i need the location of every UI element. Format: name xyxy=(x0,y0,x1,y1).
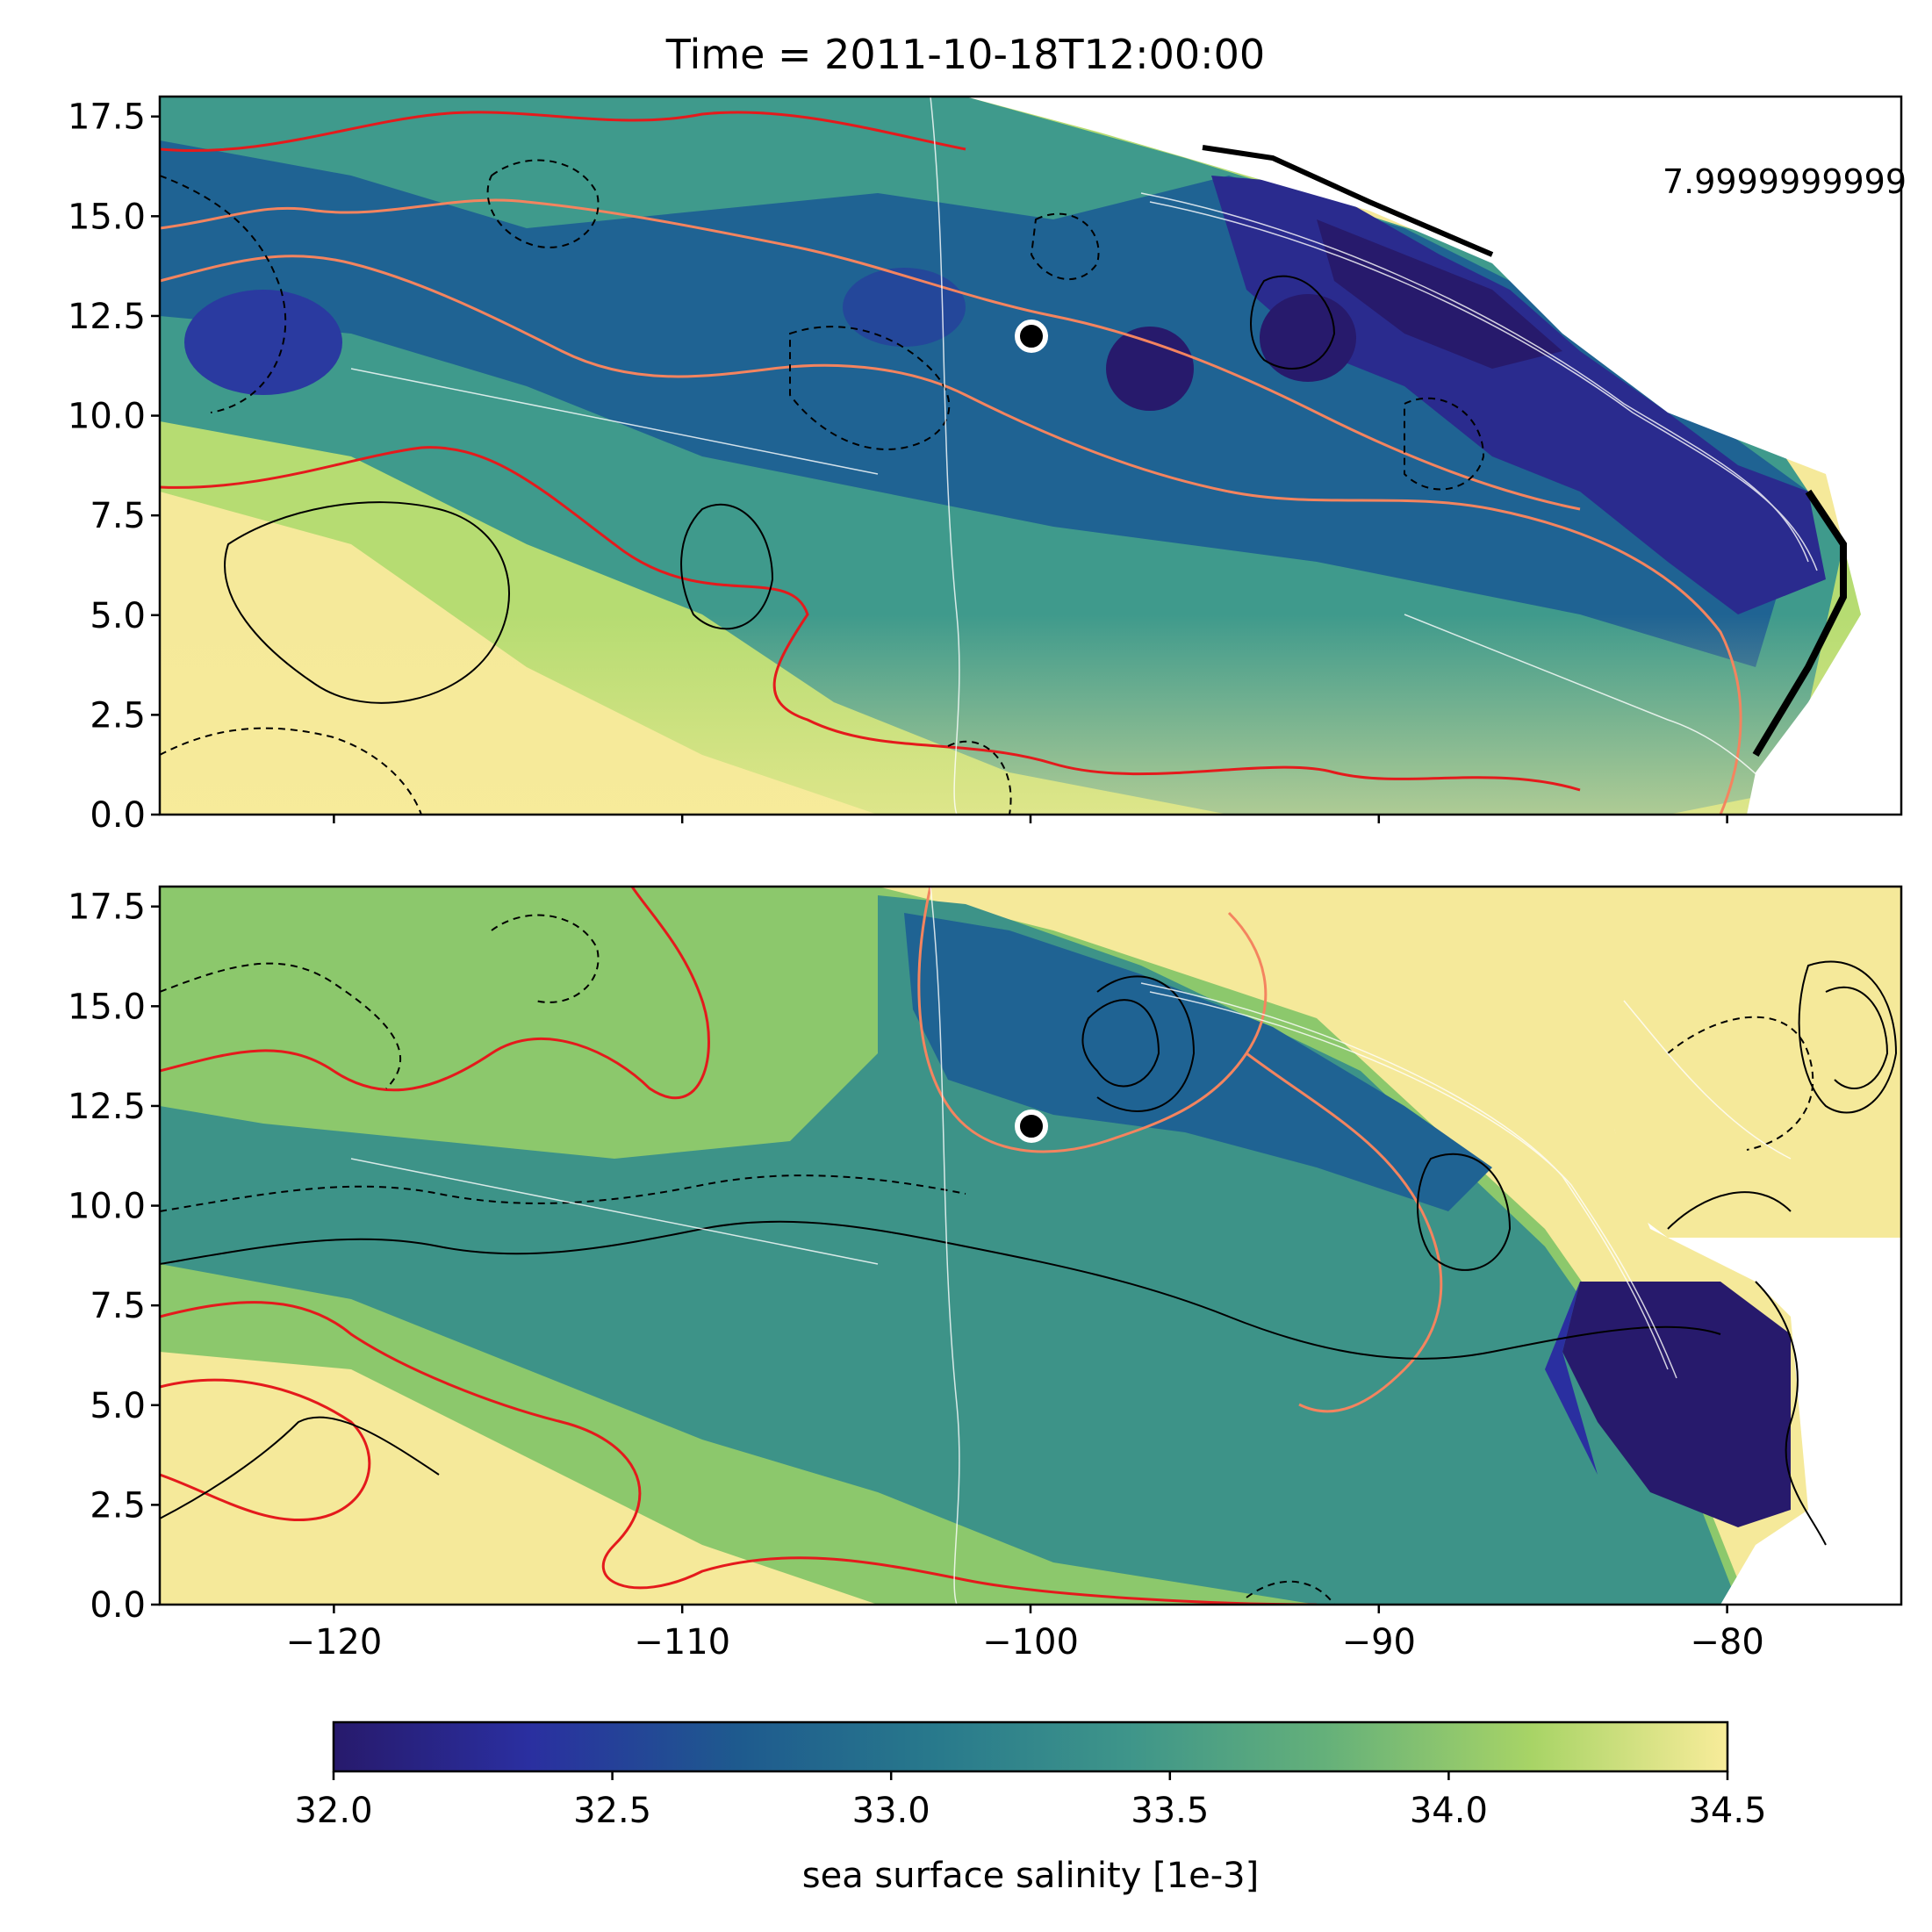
top-bathymetry xyxy=(350,97,1818,815)
top-y-tick-label: 10.0 xyxy=(68,397,146,437)
colorbar-tick-label: 33.5 xyxy=(1131,1791,1209,1831)
top-x-axis xyxy=(333,815,1728,823)
colorbar-gradient xyxy=(332,1720,1729,1773)
bottom-y-tick-label: 10.0 xyxy=(68,1187,146,1227)
top-contours xyxy=(160,111,1742,815)
top-y-tick-label: 12.5 xyxy=(68,297,146,337)
bottom-y-tick-label: 5.0 xyxy=(90,1386,146,1426)
bottom-location-marker xyxy=(1015,1110,1048,1143)
colorbar-label: sea surface salinity [1e-3] xyxy=(802,1856,1260,1896)
colorbar-tick-label: 32.0 xyxy=(294,1791,372,1831)
bottom-bathymetry xyxy=(350,887,1792,1605)
bottom-x-axis: −120 −110 −100 −90 −80 xyxy=(285,1605,1764,1663)
top-annotation: 7.9999999999 xyxy=(1663,162,1907,201)
bottom-x-tick-label: −110 xyxy=(634,1622,730,1663)
colorbar-tick-label: 32.5 xyxy=(573,1791,651,1831)
top-y-tick-label: 17.5 xyxy=(68,97,146,138)
top-y-tick-label: 2.5 xyxy=(90,695,146,736)
bottom-y-tick-label: 2.5 xyxy=(90,1485,146,1526)
bottom-x-tick-label: −120 xyxy=(285,1622,382,1663)
bottom-contours xyxy=(160,887,1898,1605)
bottom-y-tick-label: 17.5 xyxy=(68,887,146,928)
colorbar-tick-label: 34.5 xyxy=(1688,1791,1766,1831)
top-y-tick-label: 15.0 xyxy=(68,197,146,237)
top-y-tick-label: 5.0 xyxy=(90,596,146,636)
bottom-x-tick-label: −80 xyxy=(1690,1622,1763,1663)
bottom-y-tick-label: 7.5 xyxy=(90,1286,146,1326)
bottom-y-tick-label: 0.0 xyxy=(90,1585,146,1626)
top-location-marker xyxy=(1015,320,1048,353)
bottom-y-tick-label: 12.5 xyxy=(68,1087,146,1127)
colorbar-tick-label: 33.0 xyxy=(852,1791,930,1831)
colorbar-tick-label: 34.0 xyxy=(1410,1791,1488,1831)
top-y-tick-label: 0.0 xyxy=(90,795,146,836)
colorbar-ticks: 32.0 32.5 33.0 33.5 34.0 34.5 xyxy=(294,1771,1767,1831)
bottom-y-tick-label: 15.0 xyxy=(68,987,146,1027)
bottom-x-tick-label: −100 xyxy=(982,1622,1079,1663)
bottom-panel: 0.0 2.5 5.0 7.5 10.0 12.5 15.0 17.5 −120 −110 −10… xyxy=(68,885,1903,1663)
top-y-tick-label: 7.5 xyxy=(90,496,146,536)
top-y-axis: 0.0 2.5 5.0 7.5 10.0 12.5 15.0 17.5 xyxy=(68,97,160,836)
bottom-x-tick-label: −90 xyxy=(1342,1622,1416,1663)
figure-title: Time = 2011-10-18T12:00:00 xyxy=(665,31,1265,78)
colorbar: 32.0 32.5 33.0 33.5 34.0 34.5 sea surface sal… xyxy=(294,1720,1767,1896)
bottom-y-axis: 0.0 2.5 5.0 7.5 10.0 12.5 15.0 17.5 xyxy=(68,887,160,1626)
top-salinity-field xyxy=(160,97,1901,815)
top-panel: 7.9999999999 0.0 2.5 5.0 7.5 10.0 12.5 15.0 17.… xyxy=(68,95,1907,836)
bottom-salinity-field xyxy=(160,887,1901,1605)
